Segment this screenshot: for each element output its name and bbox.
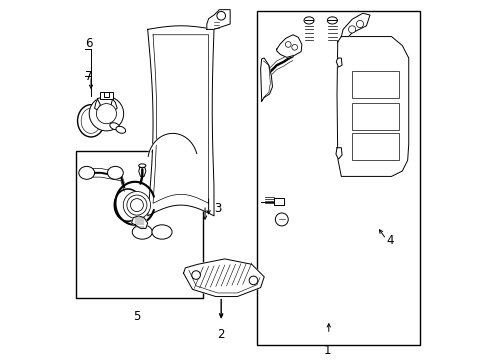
Circle shape bbox=[123, 192, 150, 219]
Circle shape bbox=[275, 213, 287, 226]
FancyBboxPatch shape bbox=[100, 93, 112, 99]
Ellipse shape bbox=[78, 105, 104, 137]
Circle shape bbox=[356, 21, 363, 28]
Circle shape bbox=[291, 44, 297, 50]
Circle shape bbox=[217, 12, 225, 20]
Polygon shape bbox=[336, 58, 341, 67]
Circle shape bbox=[96, 104, 116, 124]
Polygon shape bbox=[335, 148, 341, 159]
Ellipse shape bbox=[81, 108, 101, 134]
Text: 5: 5 bbox=[133, 310, 141, 323]
Polygon shape bbox=[341, 13, 369, 37]
Circle shape bbox=[348, 26, 355, 33]
Polygon shape bbox=[260, 58, 272, 101]
Polygon shape bbox=[276, 35, 301, 57]
Polygon shape bbox=[139, 167, 145, 176]
Bar bbox=[351, 103, 398, 130]
Bar bbox=[351, 134, 398, 160]
Circle shape bbox=[130, 199, 143, 212]
Ellipse shape bbox=[107, 166, 123, 179]
Polygon shape bbox=[206, 10, 230, 30]
Polygon shape bbox=[131, 216, 147, 228]
Polygon shape bbox=[183, 259, 264, 297]
Ellipse shape bbox=[304, 17, 313, 24]
Polygon shape bbox=[111, 99, 117, 110]
Bar bbox=[351, 71, 398, 98]
Text: 1: 1 bbox=[323, 344, 330, 357]
Circle shape bbox=[89, 96, 123, 131]
Text: 4: 4 bbox=[385, 234, 393, 247]
Text: 6: 6 bbox=[84, 37, 92, 50]
Ellipse shape bbox=[110, 123, 119, 130]
Text: 3: 3 bbox=[213, 202, 221, 215]
Circle shape bbox=[191, 271, 200, 279]
Text: 7: 7 bbox=[84, 69, 92, 82]
Polygon shape bbox=[147, 26, 214, 216]
Polygon shape bbox=[153, 35, 208, 203]
Ellipse shape bbox=[326, 17, 337, 24]
Text: 2: 2 bbox=[217, 328, 224, 341]
Ellipse shape bbox=[116, 126, 125, 133]
Ellipse shape bbox=[79, 166, 94, 179]
Polygon shape bbox=[336, 37, 408, 176]
Ellipse shape bbox=[139, 164, 145, 167]
Circle shape bbox=[249, 276, 257, 285]
Ellipse shape bbox=[132, 225, 152, 239]
FancyBboxPatch shape bbox=[103, 93, 109, 97]
Circle shape bbox=[126, 195, 147, 215]
Bar bbox=[76, 151, 203, 298]
Ellipse shape bbox=[152, 225, 172, 239]
Circle shape bbox=[285, 41, 290, 47]
Polygon shape bbox=[148, 134, 196, 162]
Bar bbox=[257, 12, 419, 345]
Polygon shape bbox=[94, 99, 100, 110]
Polygon shape bbox=[273, 198, 284, 205]
